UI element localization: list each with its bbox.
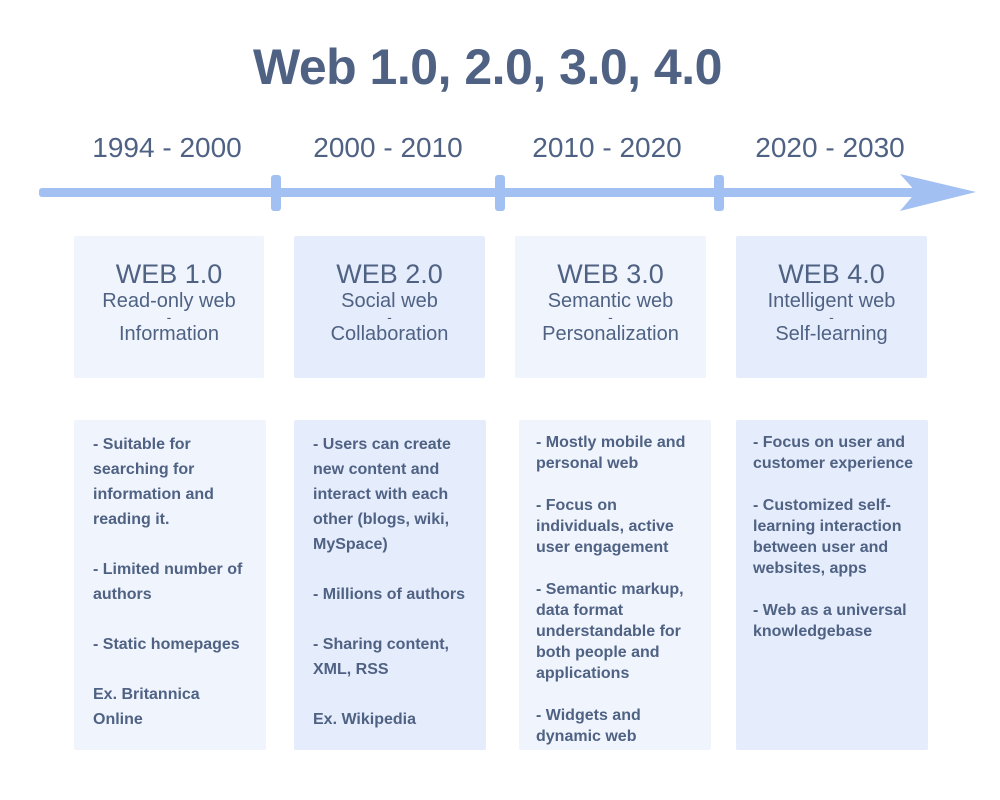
- era-years: 1994 - 2000: [92, 132, 242, 163]
- era-name: WEB 1.0: [115, 259, 223, 289]
- detail-point: - Semantic markup, data format understan…: [536, 581, 684, 682]
- detail-point: - Customized self-learning interaction b…: [753, 497, 902, 577]
- era-details-card: - Suitable for searching for information…: [74, 420, 266, 750]
- separator: -: [608, 309, 613, 325]
- timeline-tick: [271, 175, 281, 211]
- era-focus: Information: [118, 323, 220, 345]
- era-details-card: - Mostly mobile and personal web - Focus…: [519, 420, 711, 750]
- separator: -: [829, 309, 834, 325]
- era-details-card: - Focus on user and customer experience …: [736, 420, 928, 750]
- era-name: WEB 2.0: [336, 259, 443, 289]
- arrow-head-icon: [900, 174, 976, 211]
- era-name: WEB 4.0: [778, 259, 885, 289]
- timeline-tick: [714, 175, 724, 211]
- era-type: Social web: [341, 290, 438, 312]
- separator: -: [166, 309, 172, 325]
- detail-point: - Focus on user and customer experience: [753, 434, 914, 472]
- detail-point: - Widgets and dynamic web: [536, 707, 641, 745]
- era-summary-card: WEB 3.0 Semantic web - Personalization: [515, 236, 706, 378]
- era-focus: Collaboration: [330, 323, 449, 345]
- detail-example: Ex. Britannica Online: [93, 686, 200, 728]
- detail-point: - Mostly mobile and personal web: [536, 434, 686, 472]
- era-type: Read-only web: [102, 290, 236, 312]
- detail-point: - Limited number of authors: [93, 561, 243, 603]
- era-focus: Self-learning: [775, 323, 888, 345]
- detail-point: - Web as a universal knowledgebase: [753, 602, 907, 640]
- detail-example: Ex. Wikipedia: [313, 711, 416, 728]
- detail-point: - Suitable for searching for information…: [93, 436, 214, 528]
- page-title: Web 1.0, 2.0, 3.0, 4.0: [253, 39, 722, 95]
- era-years: 2010 - 2020: [532, 132, 682, 163]
- era-years: 2000 - 2010: [313, 132, 463, 163]
- era-summary-card: WEB 4.0 Intelligent web - Self-learning: [736, 236, 927, 378]
- era-name: WEB 3.0: [557, 259, 664, 289]
- detail-point: - Users can create new content and inter…: [313, 436, 451, 553]
- detail-point: - Millions of authors: [313, 586, 465, 603]
- era-summary-card: WEB 1.0 Read-only web - Information: [74, 236, 264, 378]
- era-type: Semantic web: [547, 290, 674, 312]
- timeline-tick: [495, 175, 505, 211]
- era-focus: Personalization: [542, 323, 679, 345]
- detail-point: - Sharing content, XML, RSS: [313, 636, 449, 678]
- era-summary-card: WEB 2.0 Social web - Collaboration: [294, 236, 485, 378]
- era-years: 2020 - 2030: [755, 132, 905, 163]
- separator: -: [387, 309, 392, 325]
- era-type: Intelligent web: [767, 290, 896, 312]
- timeline-line: [39, 188, 919, 197]
- detail-point: - Focus on individuals, active user enga…: [536, 497, 674, 556]
- era-details-card: - Users can create new content and inter…: [294, 420, 486, 750]
- detail-point: - Static homepages: [93, 636, 240, 653]
- timeline-arrow: [39, 174, 976, 211]
